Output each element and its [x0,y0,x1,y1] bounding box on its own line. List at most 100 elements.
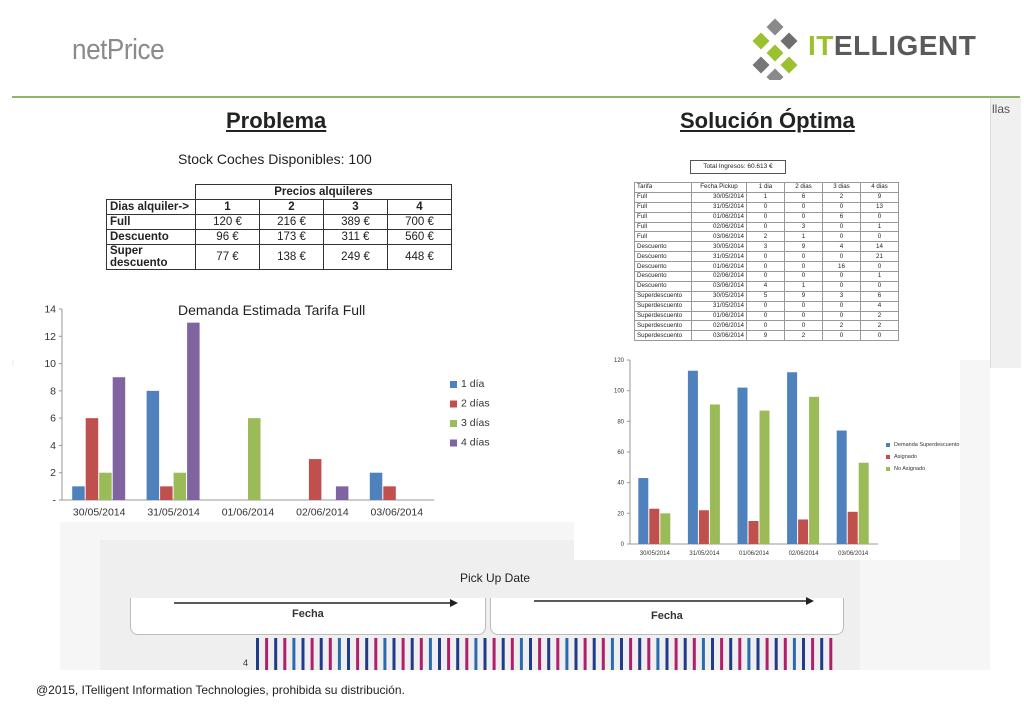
table-cell: 0 [784,251,823,263]
background-bar [610,638,614,670]
table-cell: 6 [860,290,899,302]
price-cell: 77 € [195,244,260,270]
table-cell: 0 [746,310,785,322]
y-tick-label: 60 [617,450,624,456]
background-bar [256,638,259,670]
table-cell: 30/05/2014 [691,290,747,302]
background-bar [292,638,296,670]
background-bar [465,638,469,670]
bar [308,459,322,500]
day-header: 4 [387,199,452,215]
bar [99,472,112,500]
table-cell: 9 [784,241,823,253]
background-bar [620,638,623,670]
background-bar [538,638,542,670]
background-bar [774,638,778,670]
legend-swatch [450,381,457,388]
row-label: Super descuento [106,244,196,270]
background-bar [756,638,760,670]
table-cell: 2 [784,330,823,342]
table-cell: 0 [822,271,861,282]
background-bar [592,638,596,670]
table-row: Full 30/05/2014 1 6 2 9 [634,191,899,203]
logo-wordmark: ITELLIGENT [808,30,976,62]
table-cell: 31/05/2014 [691,251,747,263]
demand-chart-full: - 2 4 6 8 10 12 14 30/05/2014 31/05/2014 01/06/201… [14,296,574,522]
superdescuento-chart: 0 20 40 60 80 100 120 30/05/2014 31/05/2014 01/06… [574,354,960,560]
itelligent-logo [752,18,798,80]
table-cell: 0 [746,300,785,312]
table-row: Descuento 01/06/2014 0 0 16 0 [634,261,899,273]
price-row: Super descuento 77 € 138 € 249 € 448 € [106,244,452,270]
day-header: 3 [323,199,388,215]
table-header-cell: 2 dias [784,182,823,193]
bar [809,396,820,544]
table-cell: Descuento [634,241,692,253]
y-tick-label: 4 [50,440,56,452]
legend-swatch [886,443,890,447]
table-cell: 02/06/2014 [691,221,747,233]
background-bar [665,638,669,670]
background-bar [438,638,441,670]
table-cell: Descuento [634,251,692,263]
table-cell: 31/05/2014 [691,300,747,312]
table-cell: Superdescuento [634,290,692,302]
background-bar [356,638,360,670]
x-tick-label: 02/06/2014 [296,507,349,519]
background-bar [447,638,451,670]
background-bar [392,638,396,670]
background-bar [319,638,323,670]
price-cell: 389 € [323,214,388,230]
fecha-panel-right [490,598,844,635]
table-cell: Full [634,191,692,203]
background-bar [428,638,432,670]
bar [798,519,809,544]
price-table: Precios alquileres Dias alquiler-> 1 2 3… [106,184,452,270]
bar [638,478,649,544]
table-header-cell: 1 dia [746,182,785,193]
logo-wordmark-rest: ELLIGENT [833,30,977,61]
background-bar [711,638,714,670]
background-bar [701,638,705,670]
background-bar [647,638,651,670]
table-cell: 0 [784,201,823,213]
table-cell: 0 [746,221,785,233]
background-bar [483,638,487,670]
table-cell: 30/05/2014 [691,191,747,203]
background-bar [265,638,269,670]
table-row: Descuento 02/06/2014 0 0 0 1 [634,271,899,282]
table-cell: 0 [746,320,785,332]
price-cell: 120 € [195,214,260,230]
x-tick-label: 03/06/2014 [371,507,424,519]
table-cell: 2 [822,191,861,203]
fecha-label-left: Fecha [292,608,324,620]
x-tick-label: 31/05/2014 [689,551,720,557]
table-cell: 9 [784,290,823,302]
background-spreadsheet-strip [990,98,1021,368]
bar [847,511,858,544]
table-cell: 0 [822,201,861,213]
background-bar [729,638,733,670]
y-tick-label: 120 [614,358,625,364]
background-bar [683,638,687,670]
x-tick-label: 02/06/2014 [789,551,820,557]
bar [72,486,85,500]
legend-swatch [886,467,890,471]
table-cell: 0 [784,271,823,282]
bar [687,370,698,544]
fecha-panel-left [130,598,486,635]
table-cell: 3 [784,221,823,233]
table-row: Superdescuento 30/05/2014 5 9 3 6 [634,290,899,302]
table-cell: 1 [784,231,823,243]
table-cell: 13 [860,201,899,213]
table-row: Full 31/05/2014 0 0 0 13 [634,201,899,213]
table-row: Full 02/06/2014 0 3 0 1 [634,221,899,233]
background-bar [501,638,505,670]
x-tick-label: 30/05/2014 [73,507,126,519]
background-bar [674,638,678,670]
table-cell: 01/06/2014 [691,211,747,223]
row-label: Descuento [106,229,196,245]
table-cell: Descuento [634,271,692,282]
table-cell: 03/06/2014 [691,330,747,342]
table-cell: 3 [746,241,785,253]
